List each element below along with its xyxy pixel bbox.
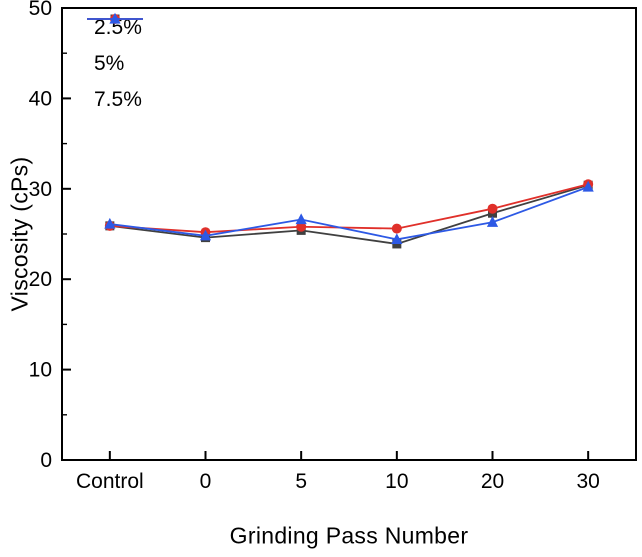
y-tick-label: 30 <box>29 178 52 201</box>
y-tick-label: 20 <box>29 268 52 291</box>
x-tick-label: Control <box>76 470 144 493</box>
y-tick-label: 40 <box>29 87 52 110</box>
x-tick-label: 20 <box>481 470 504 493</box>
y-axis-ticks: 0 10 20 30 40 50 <box>29 0 71 472</box>
chart-legend: 2.5% 5% 7.5% <box>86 10 143 118</box>
y-tick-label: 50 <box>29 0 52 20</box>
triangle-marker <box>199 229 212 241</box>
circle-marker <box>391 223 402 234</box>
x-tick-label: 5 <box>295 470 307 493</box>
triangle-marker <box>486 216 499 227</box>
triangle-marker <box>295 213 307 225</box>
legend-label: 2.5% <box>94 16 142 39</box>
y-tick-label: 10 <box>29 359 52 382</box>
triangle-marker <box>391 233 403 245</box>
legend-label: 5% <box>94 52 125 75</box>
legend-label: 7.5% <box>94 88 142 111</box>
x-tick-label: 30 <box>576 470 599 493</box>
series-5% <box>104 179 594 238</box>
x-axis-ticks: Control 0 5 10 20 30 <box>76 451 600 493</box>
series-2.5% <box>105 180 593 249</box>
series-7.5% <box>104 180 594 245</box>
x-tick-label: 10 <box>385 470 408 493</box>
x-axis-title: Grinding Pass Number <box>229 522 469 549</box>
legend-item-5%: 5% <box>86 14 143 82</box>
y-tick-label: 0 <box>40 449 52 472</box>
axis-frame <box>61 7 637 461</box>
triangle-marker <box>582 180 594 192</box>
y-axis-title: Viscosity (cPs) <box>6 156 33 312</box>
legend-marker-triangle-icon <box>87 12 143 24</box>
circle-marker <box>487 203 498 214</box>
circle-marker <box>296 221 307 232</box>
legend-item-7.5%: 7.5% <box>86 12 143 118</box>
triangle-marker <box>104 217 116 229</box>
x-tick-label: 0 <box>200 470 212 493</box>
